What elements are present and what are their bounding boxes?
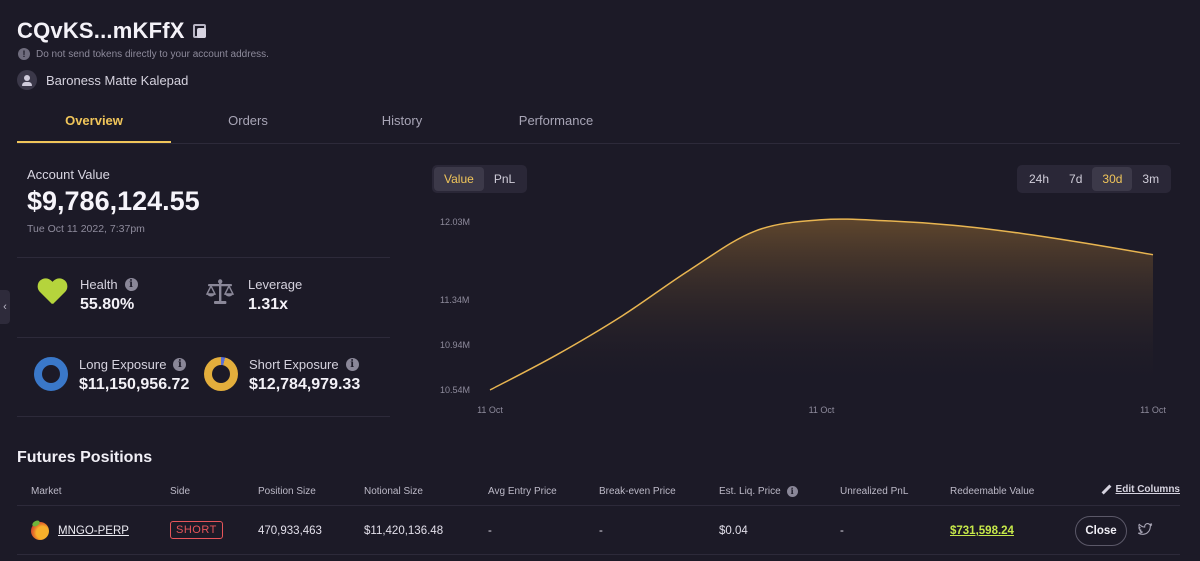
twitter-icon[interactable] <box>1137 521 1153 537</box>
account-header: CQvKS...mKFfX <box>17 18 207 44</box>
column-header-break-even-price[interactable]: Break-even Price <box>599 486 676 497</box>
address-warning: ! Do not send tokens directly to your ac… <box>18 48 269 60</box>
column-header-est-liq-price-label: Est. Liq. Price <box>719 486 781 497</box>
edit-columns-label: Edit Columns <box>1115 484 1180 495</box>
redeemable-value-link[interactable]: $731,598.24 <box>950 525 1014 537</box>
long-exposure-label: Long Exposure <box>79 357 167 372</box>
account-value-timestamp: Tue Oct 11 2022, 7:37pm <box>27 223 145 235</box>
copy-icon[interactable] <box>192 24 207 38</box>
divider <box>17 337 390 338</box>
divider <box>17 416 390 417</box>
info-icon[interactable]: i <box>173 358 187 371</box>
x-tick-label: 11 Oct <box>477 405 503 415</box>
account-value-chart[interactable]: 12.03M 11.34M 10.94M 10.54M 11 Oct 11 Oct 11 … <box>420 200 1180 425</box>
range-option-3m[interactable]: 3m <box>1142 172 1160 186</box>
tab-performance[interactable]: Performance <box>518 113 594 128</box>
y-tick-label: 12.03M <box>440 217 470 227</box>
leverage-label: Leverage <box>248 277 303 292</box>
table-row: MNGO-PERP SHORT 470,933,463 $11,420,136.… <box>17 507 1180 555</box>
address-warning-text: Do not send tokens directly to your acco… <box>36 48 269 60</box>
health-label: Health <box>80 277 118 292</box>
close-position-button[interactable]: Close <box>1075 516 1127 546</box>
account-owner: Baroness Matte Kalepad <box>17 70 188 90</box>
health-value: 55.80% <box>80 296 135 313</box>
chart-area-fill <box>490 219 1153 390</box>
notional-size-cell: $11,420,136.48 <box>364 525 444 537</box>
long-exposure-stat: Long Exposure i $11,150,956.72 <box>34 357 189 394</box>
long-exposure-donut-icon <box>34 357 68 391</box>
user-icon <box>17 70 37 90</box>
metric-option-value[interactable]: Value <box>434 167 484 191</box>
leverage-value: 1.31x <box>248 296 289 313</box>
leverage-stat: Leverage 1.31x <box>205 277 302 314</box>
range-option-7d[interactable]: 7d <box>1069 172 1083 186</box>
column-header-unrealized-pnl[interactable]: Unrealized PnL <box>840 486 909 497</box>
short-exposure-value: $12,784,979.33 <box>249 376 361 393</box>
avg-entry-price-cell: - <box>488 525 492 537</box>
market-cell: MNGO-PERP <box>31 522 129 540</box>
short-exposure-stat: Short Exposure i $12,784,979.33 <box>204 357 360 394</box>
column-header-market[interactable]: Market <box>31 486 62 497</box>
short-exposure-label: Short Exposure <box>249 357 339 372</box>
tab-history[interactable]: History <box>381 113 423 128</box>
tab-orders[interactable]: Orders <box>228 113 268 128</box>
mango-icon <box>31 522 49 540</box>
column-header-avg-entry-price[interactable]: Avg Entry Price <box>488 486 557 497</box>
range-toggle: 24h 7d 30d 3m <box>1017 165 1172 193</box>
pencil-icon <box>1102 485 1111 494</box>
account-value-label: Account Value <box>27 167 110 182</box>
futures-table-header: Market Side Position Size Notional Size … <box>17 476 1180 506</box>
x-tick-label: 11 Oct <box>1140 405 1166 415</box>
health-stat: Health i 55.80% <box>37 277 138 314</box>
info-icon[interactable]: i <box>345 358 359 371</box>
position-size-cell: 470,933,463 <box>258 525 322 537</box>
metric-toggle: Value PnL <box>432 165 528 193</box>
heart-icon <box>37 279 67 305</box>
y-tick-label: 10.54M <box>440 385 470 395</box>
y-tick-label: 11.34M <box>440 295 469 305</box>
account-address: CQvKS...mKFfX <box>17 18 185 43</box>
edit-columns-button[interactable]: Edit Columns <box>1102 484 1180 495</box>
chart-series-line <box>489 218 1154 391</box>
side-badge-short: SHORT <box>170 521 223 539</box>
futures-positions-title: Futures Positions <box>17 449 153 466</box>
info-icon[interactable]: i <box>124 278 138 291</box>
owner-name: Baroness Matte Kalepad <box>46 72 189 88</box>
chevron-left-icon[interactable]: ‹ <box>0 290 10 324</box>
column-header-est-liq-price[interactable]: Est. Liq. Price i <box>719 486 798 497</box>
market-link[interactable]: MNGO-PERP <box>58 525 129 537</box>
x-tick-label: 11 Oct <box>809 405 835 415</box>
info-icon[interactable]: i <box>786 486 798 497</box>
range-option-30d[interactable]: 30d <box>1092 167 1133 191</box>
metric-option-pnl[interactable]: PnL <box>493 172 516 186</box>
account-value: $9,786,124.55 <box>27 186 200 216</box>
column-header-side[interactable]: Side <box>170 486 191 497</box>
break-even-price-cell: - <box>599 525 603 537</box>
column-header-position-size[interactable]: Position Size <box>258 486 316 497</box>
scale-icon <box>205 279 235 304</box>
tab-bar: Overview Orders History Performance <box>17 104 1180 144</box>
tab-overview[interactable]: Overview <box>17 104 171 143</box>
column-header-notional-size[interactable]: Notional Size <box>364 486 423 497</box>
y-tick-label: 10.94M <box>440 340 470 350</box>
column-header-redeemable-value[interactable]: Redeemable Value <box>950 486 1035 497</box>
est-liq-price-cell: $0.04 <box>719 525 748 537</box>
short-exposure-donut-icon <box>204 357 238 391</box>
divider <box>17 257 390 258</box>
long-exposure-value: $11,150,956.72 <box>79 376 190 393</box>
range-option-24h[interactable]: 24h <box>1029 172 1050 186</box>
unrealized-pnl-cell: - <box>840 525 844 537</box>
alert-icon: ! <box>18 48 30 60</box>
